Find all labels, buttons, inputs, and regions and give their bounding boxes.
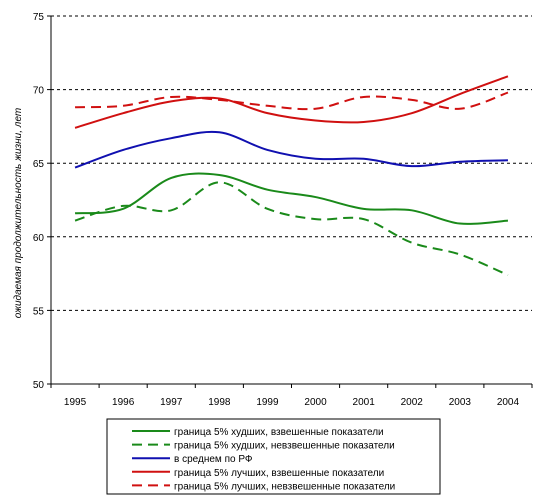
tick-labels: 50 55 60 65 70 75 1995 1996 1997 1998 1999 2000 2001…	[33, 12, 520, 408]
x-tick-label: 2002	[401, 397, 424, 408]
x-tick-label: 1999	[256, 397, 279, 408]
axes	[47, 15, 533, 388]
legend-label-4: граница 5% лучших, взвешенные показатели	[174, 468, 384, 479]
legend-items: граница 5% худших, взвешенные показатели…	[132, 427, 395, 492]
x-tick-label: 2004	[497, 397, 520, 408]
gridlines	[51, 15, 532, 311]
y-tick-label: 65	[33, 159, 45, 170]
y-tick-label: 60	[33, 233, 45, 244]
series-line-2	[74, 181, 509, 276]
y-tick-label: 55	[33, 306, 45, 317]
series-line-5	[75, 91, 509, 111]
series-lines	[74, 75, 509, 276]
legend-label-2: граница 5% худших, невзвешенные показате…	[174, 441, 395, 452]
y-tick-label: 70	[33, 86, 45, 97]
x-tick-label: 2003	[449, 397, 472, 408]
series-line-4	[74, 75, 509, 129]
legend-label-5: граница 5% лучших, невзвешенные показате…	[174, 481, 395, 492]
legend-label-1: граница 5% худших, взвешенные показатели	[174, 427, 384, 438]
legend-label-3: в среднем по РФ	[174, 454, 253, 465]
x-tick-label: 1997	[160, 397, 183, 408]
series-line-1	[74, 172, 509, 225]
series-line-3	[74, 130, 508, 169]
x-tick-label: 2000	[304, 397, 327, 408]
x-tick-label: 2001	[353, 397, 376, 408]
x-tick-label: 1996	[112, 397, 135, 408]
x-tick-label: 1995	[64, 397, 87, 408]
legend: граница 5% худших, взвешенные показатели…	[106, 418, 441, 495]
x-tick-label: 1998	[208, 397, 231, 408]
y-tick-label: 75	[33, 12, 45, 23]
y-tick-label: 50	[33, 380, 45, 391]
y-axis-label: ожидаемая продолжительность жизни, лет	[13, 108, 24, 318]
